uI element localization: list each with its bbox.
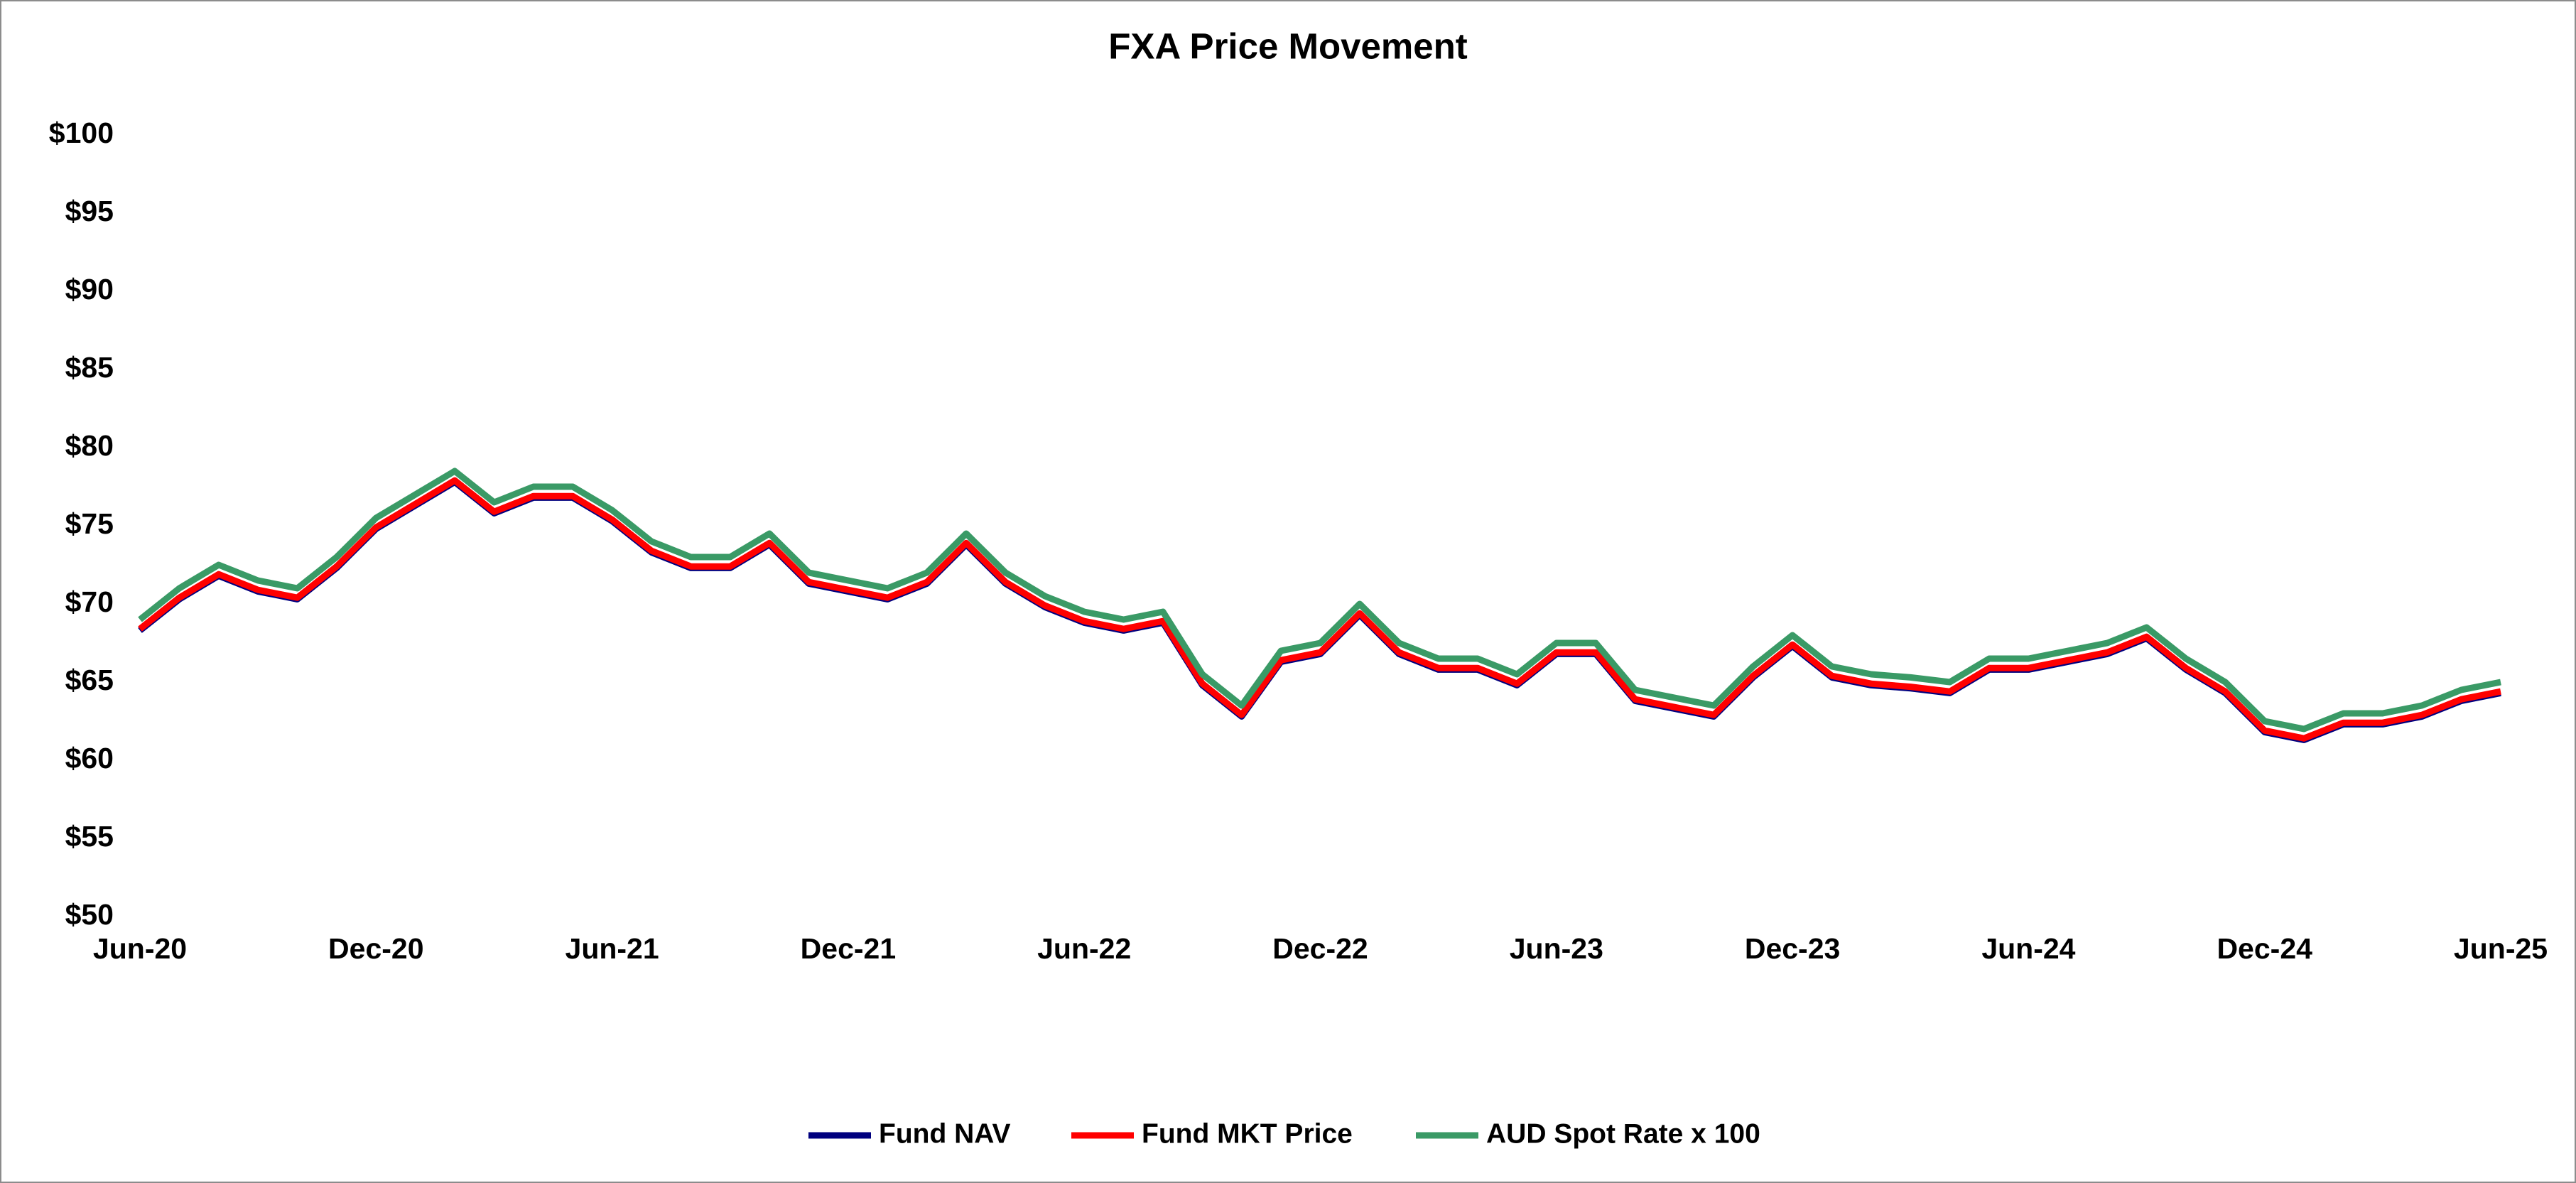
x-tick-label: Jun-24 xyxy=(1981,932,2075,965)
series-line xyxy=(138,477,2501,742)
x-tick-label: Dec-21 xyxy=(801,932,896,965)
y-tick-label: $50 xyxy=(65,898,114,931)
legend-label: AUD Spot Rate x 100 xyxy=(1486,1118,1760,1149)
y-tick-label: $70 xyxy=(65,585,114,618)
y-tick-label: $95 xyxy=(65,195,114,227)
x-tick-label: Jun-25 xyxy=(2454,932,2548,965)
x-tick-label: Jun-23 xyxy=(1510,932,1603,965)
chart-title: FXA Price Movement xyxy=(1108,26,1467,66)
y-tick-label: $90 xyxy=(65,273,114,306)
y-tick-label: $65 xyxy=(65,664,114,696)
y-tick-label: $75 xyxy=(65,507,114,540)
x-tick-label: Jun-20 xyxy=(93,932,187,965)
legend-label: Fund NAV xyxy=(879,1118,1011,1149)
x-tick-label: Dec-24 xyxy=(2217,932,2312,965)
series-line xyxy=(138,468,2501,733)
x-tick-label: Dec-23 xyxy=(1745,932,1840,965)
x-tick-label: Jun-22 xyxy=(1037,932,1131,965)
y-tick-label: $85 xyxy=(65,351,114,384)
legend-label: Fund MKT Price xyxy=(1142,1118,1353,1149)
x-tick-label: Dec-20 xyxy=(328,932,423,965)
x-tick-label: Dec-22 xyxy=(1272,932,1368,965)
y-tick-label: $100 xyxy=(49,117,114,149)
x-tick-label: Jun-21 xyxy=(565,932,659,965)
y-tick-label: $80 xyxy=(65,429,114,462)
y-tick-label: $55 xyxy=(65,820,114,853)
y-tick-label: $60 xyxy=(65,742,114,774)
